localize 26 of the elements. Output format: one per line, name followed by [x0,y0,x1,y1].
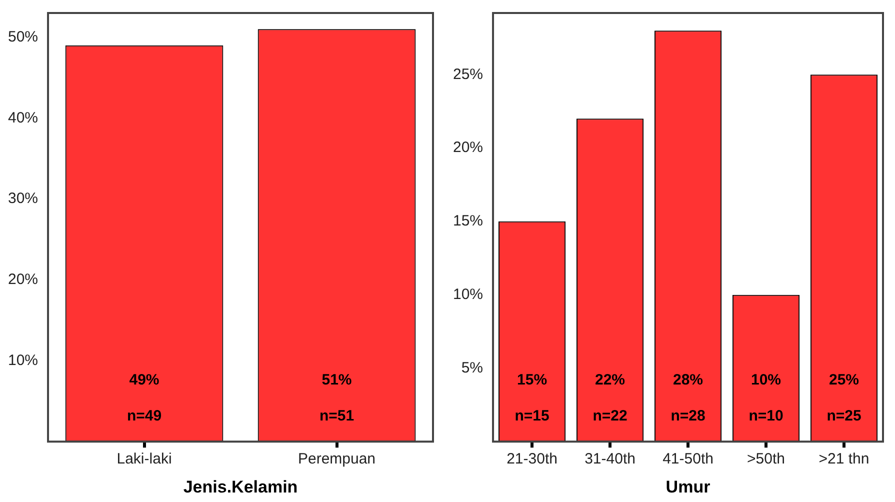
text: 28% n=28 [670,372,706,425]
y-tick-label: 25% [452,66,484,83]
y-tick-label: 20% [452,139,484,156]
text: 22% n=22 [592,372,628,425]
text: 51% n=51 [319,372,354,425]
y-tick-label: 10% [452,286,484,303]
y-tick-label: 30% [8,190,38,208]
x-tick-label: Laki-laki [116,450,172,468]
x-axis-title: Umur [666,477,711,496]
y-tick-label: 15% [452,212,484,230]
x-axis-title: Jenis.Kelamin [183,477,298,496]
text: 25% n=25 [826,372,862,425]
text: 10% n=10 [748,372,784,425]
y-tick-label: 40% [8,109,38,126]
y-tick-label: 20% [8,271,38,288]
x-tick-label: 21-30th [506,450,558,468]
x-tick-label: >21 thn [818,450,870,468]
x-tick-label: 41-50th [662,450,714,468]
x-tick-label: >50th [747,450,785,468]
y-tick-label: 50% [8,28,38,46]
y-tick-label: 5% [461,359,484,376]
text: 15% n=15 [514,372,550,425]
text: 49% n=49 [126,372,162,425]
x-tick-label: 31-40th [584,450,636,468]
y-tick-label: 10% [8,352,38,369]
x-tick-label: Perempuan [298,450,376,468]
